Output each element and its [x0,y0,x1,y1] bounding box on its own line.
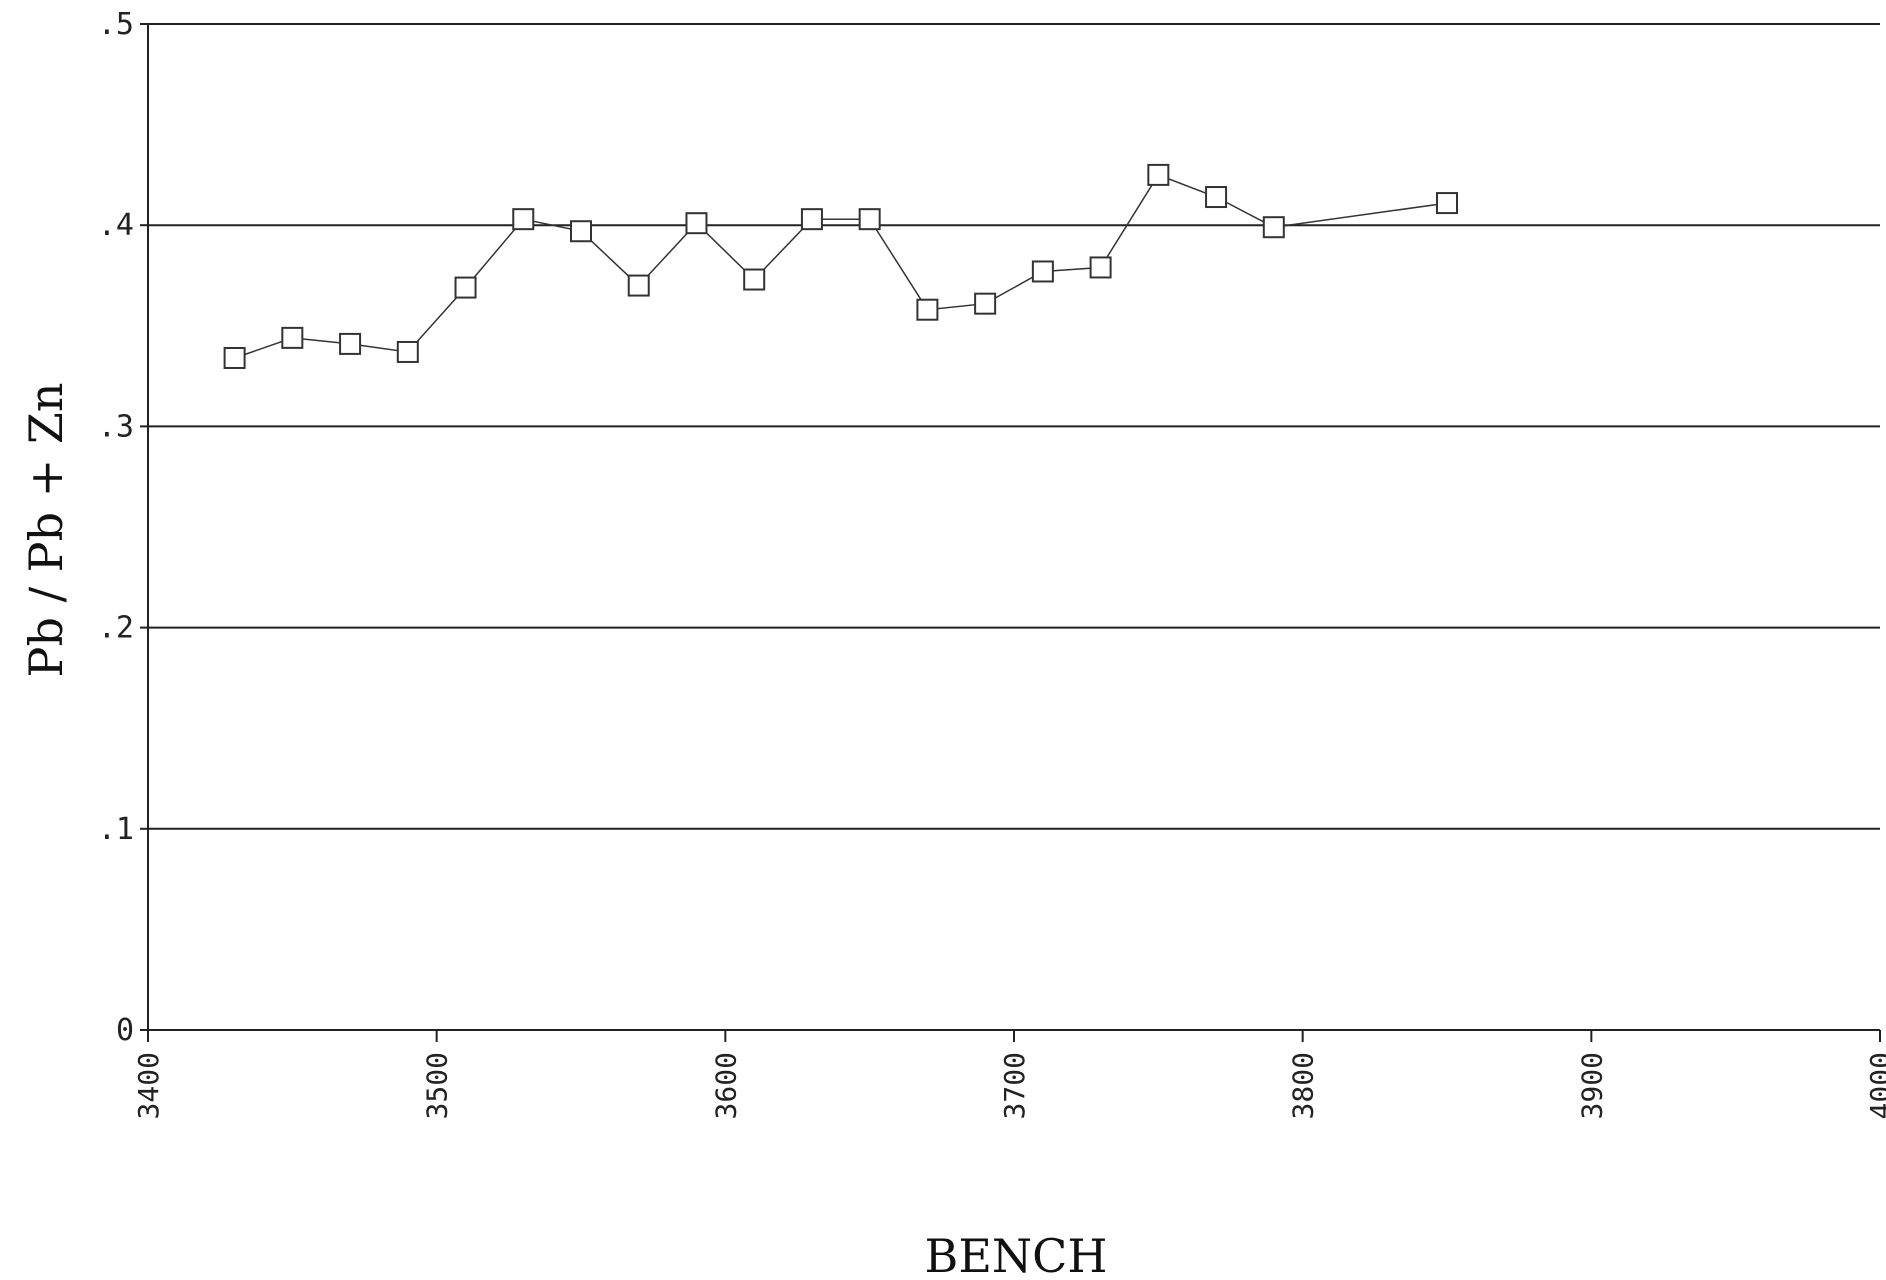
x-tick-label: 3600 [709,1052,742,1119]
x-tick-label: 3800 [1287,1052,1320,1119]
y-tick-label: .4 [98,208,134,243]
data-point [685,212,708,235]
data-point [1205,186,1228,209]
x-tick-label: 3500 [421,1052,454,1119]
data-point [858,208,881,231]
data-point [1262,216,1285,239]
data-point [281,326,304,349]
tick-labels: 0 .1 .2 .3 .4 .5 3400 3500 3600 3700 3800 3900 4000 [98,7,1886,1119]
gridlines [148,23,1880,830]
x-tick-label: 3900 [1575,1052,1608,1119]
data-point [339,332,362,355]
x-axis-title: BENCH [925,1229,1108,1280]
y-tick-label: .3 [98,409,134,444]
data-point [396,340,419,363]
y-tick-label: 0 [116,1013,134,1048]
y-tick-label: .5 [98,7,134,42]
data-point [1147,163,1170,186]
data-point [1031,260,1054,283]
series-line [234,173,1448,359]
x-tick-label: 4000 [1864,1052,1886,1119]
x-tick-label: 3700 [998,1052,1031,1119]
data-point [800,208,823,231]
data-point [1089,256,1112,279]
data-point [454,276,477,299]
data-point [743,268,766,291]
data-point [627,274,650,297]
y-tick-label: .1 [98,812,134,847]
data-point [570,220,592,243]
series-group [223,163,1458,369]
data-point [512,208,535,231]
axes [140,23,1881,1042]
data-point [974,292,997,315]
data-point [916,298,939,321]
data-point [223,346,246,369]
y-tick-label: .2 [98,611,134,646]
y-axis-title: Pb / Pb + Zn [19,383,73,678]
x-tick-label: 3400 [132,1052,165,1119]
data-point [1436,192,1458,215]
